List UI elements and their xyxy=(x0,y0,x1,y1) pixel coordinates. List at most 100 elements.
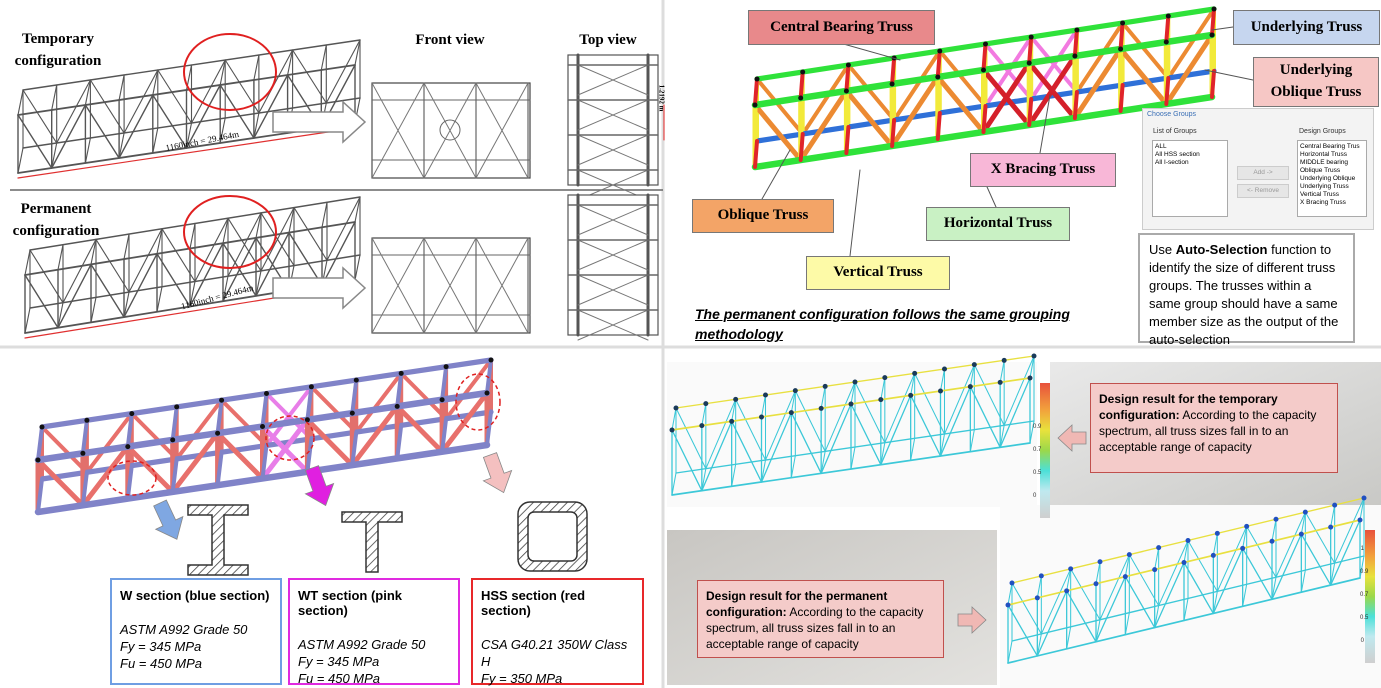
member xyxy=(215,398,224,436)
member xyxy=(189,222,196,250)
list-item: MIDDLE bearing xyxy=(1300,159,1349,166)
arrow xyxy=(272,266,367,310)
member xyxy=(215,430,265,481)
remove-button[interactable]: <- Remove xyxy=(1237,184,1289,198)
node xyxy=(967,384,973,390)
member xyxy=(1099,554,1130,621)
member xyxy=(349,403,400,468)
member xyxy=(1242,547,1273,600)
member xyxy=(1128,554,1160,607)
member xyxy=(36,425,44,462)
node xyxy=(394,403,400,409)
node xyxy=(1152,567,1158,573)
member xyxy=(1212,590,1218,614)
member xyxy=(790,455,796,479)
member xyxy=(1072,46,1124,121)
member xyxy=(1118,46,1169,107)
front-view xyxy=(371,237,531,334)
node xyxy=(1034,595,1040,601)
scale-label: 0.7 xyxy=(1360,592,1368,598)
member xyxy=(935,49,942,79)
leader-line xyxy=(849,169,861,257)
member xyxy=(84,137,91,164)
member xyxy=(701,420,733,492)
member xyxy=(321,201,328,228)
wt-section xyxy=(341,511,403,573)
member xyxy=(51,84,58,111)
section-line: Fu = 450 MPa xyxy=(120,656,203,671)
dimension-line xyxy=(17,127,356,179)
member xyxy=(983,35,1034,108)
group-label: Underlying Truss xyxy=(1233,10,1380,45)
member xyxy=(1330,504,1336,528)
node xyxy=(1181,560,1187,565)
arrow xyxy=(957,606,987,634)
member xyxy=(1154,547,1160,571)
node xyxy=(170,437,176,443)
dialog-title: Choose Groups xyxy=(1147,111,1197,118)
member xyxy=(260,207,295,272)
member xyxy=(439,390,490,455)
member xyxy=(577,309,649,341)
add-button[interactable]: Add -> xyxy=(1237,166,1289,180)
member xyxy=(939,386,971,457)
member xyxy=(577,99,649,131)
hss-section xyxy=(517,501,588,572)
member xyxy=(675,407,707,470)
member xyxy=(255,212,262,239)
node xyxy=(1156,545,1162,551)
member xyxy=(1334,497,1365,564)
highlight xyxy=(455,373,501,431)
member xyxy=(423,237,477,334)
member xyxy=(152,127,159,154)
member xyxy=(820,403,852,474)
list-box[interactable]: Central Bearing Trus Horizontal Truss MIDD… xyxy=(1297,140,1367,217)
member xyxy=(1154,605,1160,629)
member xyxy=(910,372,916,396)
leader-line xyxy=(1204,69,1254,81)
result-bg xyxy=(667,362,1037,507)
group-label: Oblique Truss xyxy=(692,199,834,233)
member xyxy=(943,364,975,435)
node xyxy=(882,375,888,381)
member xyxy=(671,429,703,492)
node xyxy=(1118,46,1124,52)
node xyxy=(1026,60,1032,66)
leader-line xyxy=(839,42,901,61)
member xyxy=(790,412,822,474)
member xyxy=(1118,21,1125,51)
list-box[interactable]: ALL All HSS section All I-section xyxy=(1152,140,1228,217)
node xyxy=(908,392,914,398)
member xyxy=(123,291,130,318)
member xyxy=(354,371,404,435)
scale-label: 0.9 xyxy=(1360,569,1368,575)
member xyxy=(350,378,359,416)
node xyxy=(1210,552,1216,558)
node xyxy=(1074,27,1080,33)
node xyxy=(822,383,828,389)
member xyxy=(671,472,677,496)
node xyxy=(1001,357,1007,363)
member xyxy=(125,444,176,495)
group-label: X Bracing Truss xyxy=(970,153,1116,187)
highlight xyxy=(265,415,315,461)
member xyxy=(1011,582,1042,635)
node xyxy=(792,388,798,394)
list-item: X Bracing Truss xyxy=(1300,199,1346,206)
member xyxy=(1304,511,1336,564)
member xyxy=(57,263,92,329)
member xyxy=(999,359,1005,383)
member xyxy=(1072,28,1079,58)
member xyxy=(577,64,649,96)
member xyxy=(1120,21,1171,80)
member xyxy=(219,84,255,139)
node xyxy=(80,450,86,456)
scale-label: 0.5 xyxy=(1033,470,1042,476)
member xyxy=(850,403,882,466)
list-item: All I-section xyxy=(1155,159,1189,166)
member xyxy=(846,63,897,122)
node xyxy=(398,370,404,376)
member xyxy=(1026,53,1078,128)
member xyxy=(1124,612,1130,636)
member xyxy=(440,364,449,402)
